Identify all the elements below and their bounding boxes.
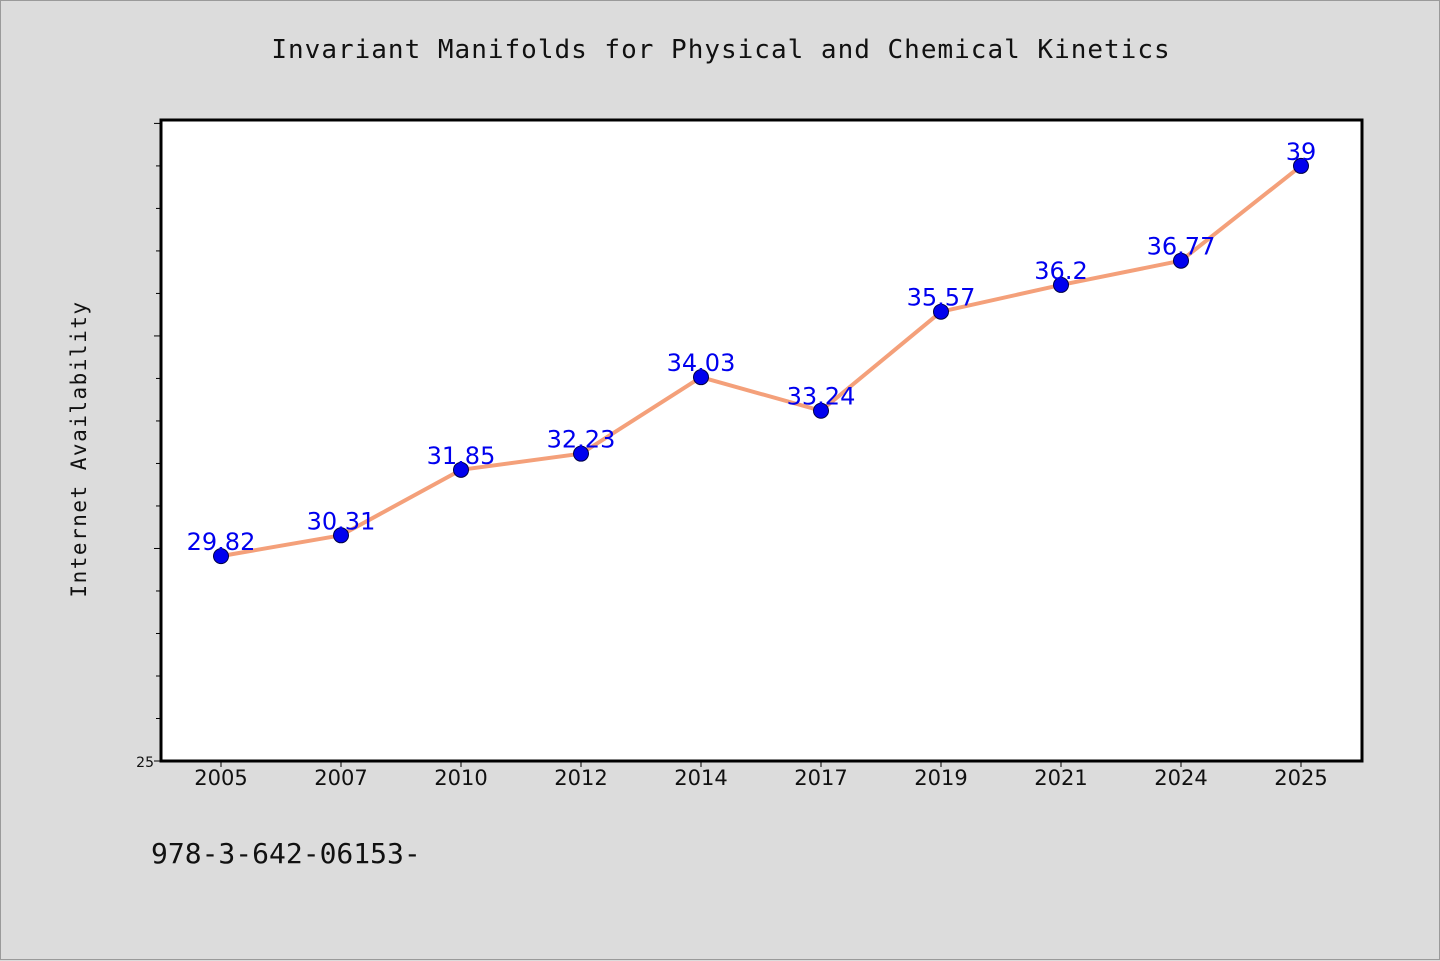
x-tick-label: 2012 [554,766,607,790]
x-tick-label: 2017 [794,766,847,790]
isbn-text: 978-3-642-06153- [151,837,421,870]
data-label: 35.57 [907,284,976,312]
data-point [213,548,229,565]
data-label: 30.31 [307,507,376,535]
x-tick-label: 2005 [194,766,247,790]
data-label: 39 [1286,138,1317,166]
data-label: 33.24 [787,383,856,411]
data-point [693,369,709,386]
x-tick-label: 2007 [314,766,367,790]
x-tick-label: 2010 [434,766,487,790]
x-axis-ticks: 2005 2007 2010 2012 2014 2017 2019 2021 2024 2025 [194,761,1328,790]
x-tick-label: 2014 [674,766,727,790]
y-axis-ticks [154,122,161,762]
data-point [453,461,469,478]
data-label: 34.03 [667,349,736,377]
series-line [220,164,1303,559]
series-layer: 29.82 30.31 31.85 32.23 34.03 33.24 35.57 36.2 3… [187,138,1317,565]
data-label: 36.2 [1034,257,1087,285]
data-point [1293,157,1309,174]
data-point [333,527,349,544]
x-tick-label: 2024 [1154,766,1207,790]
data-point [933,303,949,320]
data-point [1053,276,1069,293]
y-tick-label: 25 [136,755,154,771]
data-label: 29.82 [187,528,256,556]
plot-area [159,118,1364,763]
data-point [573,445,589,462]
data-point [813,402,829,419]
x-tick-label: 2021 [1034,766,1087,790]
chart-title: Invariant Manifolds for Physical and Che… [271,35,1171,65]
x-tick-label: 2019 [914,766,967,790]
data-label: 31.85 [427,442,496,470]
data-point [1173,252,1189,269]
data-label: 36.77 [1147,233,1216,261]
data-label: 32.23 [547,426,616,454]
x-tick-label: 2025 [1274,766,1327,790]
